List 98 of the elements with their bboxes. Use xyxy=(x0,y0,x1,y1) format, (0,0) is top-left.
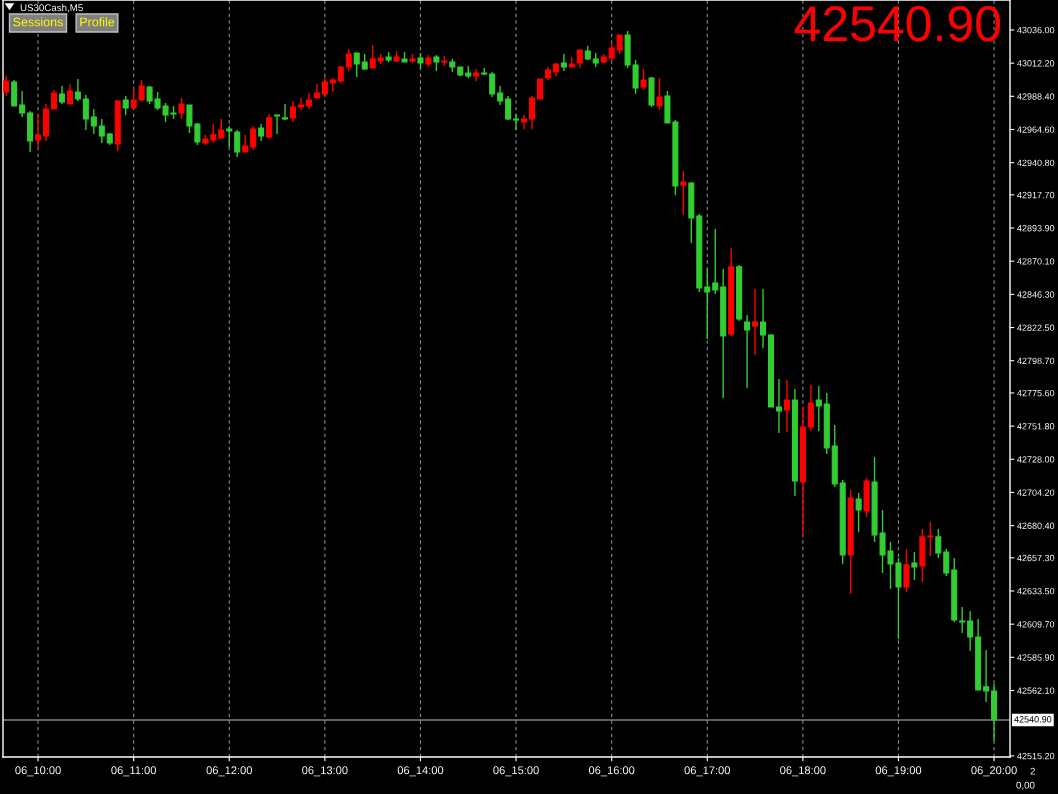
x-tick-label: 06_12:00 xyxy=(206,766,252,777)
candlestick xyxy=(274,114,281,135)
candlestick xyxy=(82,94,89,131)
candlestick xyxy=(3,75,10,97)
candlestick xyxy=(855,492,862,533)
candlestick xyxy=(935,528,942,559)
candlestick xyxy=(289,100,297,123)
candlestick xyxy=(329,77,336,93)
candlestick xyxy=(321,76,328,98)
candlestick xyxy=(775,378,782,434)
y-tick-label: 42846.30 xyxy=(1017,291,1055,298)
candlestick xyxy=(560,53,567,72)
candlestick xyxy=(226,125,233,148)
candlestick xyxy=(178,97,185,120)
candlestick xyxy=(903,548,910,593)
candlestick xyxy=(513,113,520,131)
y-tick-label: 42562.10 xyxy=(1017,687,1055,694)
candlestick xyxy=(98,118,105,144)
candlestick xyxy=(50,89,58,110)
candlestick xyxy=(656,77,663,111)
y-tick-label: 42775.60 xyxy=(1017,389,1055,397)
candlestick xyxy=(608,42,615,62)
candlestick xyxy=(927,521,934,557)
y-tick-label: 42728.00 xyxy=(1017,456,1055,463)
candlestick xyxy=(959,606,966,634)
candlestick xyxy=(66,83,73,105)
candlestick xyxy=(489,71,496,98)
y-tick-label: 42893.90 xyxy=(1017,225,1055,232)
text: 0,00 xyxy=(1016,781,1035,790)
candlestick xyxy=(250,125,257,151)
candlestick xyxy=(744,314,751,389)
candlestick xyxy=(497,85,504,106)
x-tick-label: 06_11:00 xyxy=(111,766,156,777)
y-tick-label: 42940.80 xyxy=(1017,159,1055,167)
annotation: 42540.90 xyxy=(794,6,1001,42)
candlestick xyxy=(911,551,918,581)
candlestick xyxy=(281,103,289,121)
candlestick xyxy=(783,379,790,433)
y-tick-label: 42751.80 xyxy=(1017,423,1055,430)
candlestick xyxy=(640,68,647,91)
x-tick-label: 06_16:00 xyxy=(588,766,635,777)
candlestick xyxy=(345,48,352,72)
candlestick xyxy=(122,95,129,116)
y-tick-label: 42657.30 xyxy=(1017,554,1055,562)
candlestick xyxy=(616,34,623,55)
ref-line-label: 42540.90 xyxy=(1014,716,1052,723)
candlestick xyxy=(752,288,759,356)
candlestick xyxy=(680,170,687,216)
y-tick-label: 42798.70 xyxy=(1017,357,1055,365)
y-tick-label: 43036.00 xyxy=(1017,26,1055,34)
y-tick-label: 42680.40 xyxy=(1017,522,1055,529)
x-tick-label: 06_13:00 xyxy=(302,766,348,777)
x-tick-label: 06_20:00 xyxy=(971,766,1017,777)
text: 2 xyxy=(1030,767,1035,775)
y-tick-label: 42585.90 xyxy=(1017,654,1055,661)
annotation: Sessions xyxy=(13,17,63,27)
x-tick-label: 06_17:00 xyxy=(684,766,730,777)
y-tick-label: 42704.20 xyxy=(1017,489,1055,496)
candlestick xyxy=(536,78,543,100)
candlestick xyxy=(943,548,950,577)
candlestick xyxy=(74,78,81,102)
x-tick-label: 06_19:00 xyxy=(875,766,922,777)
y-tick-label: 42822.50 xyxy=(1017,324,1055,331)
candlestick xyxy=(90,108,97,135)
y-tick-label: 42988.40 xyxy=(1017,93,1055,100)
x-tick-label: 06_10:00 xyxy=(15,766,61,777)
candlestick xyxy=(807,384,814,432)
y-tick-label: 42917.70 xyxy=(1017,191,1055,199)
x-tick-label: 06_14:00 xyxy=(397,766,444,777)
y-tick-label: 42633.50 xyxy=(1017,587,1055,595)
candlestick xyxy=(130,88,137,109)
candlestick xyxy=(528,95,536,130)
y-tick-label: 42609.70 xyxy=(1017,621,1055,628)
y-tick-label: 42870.10 xyxy=(1017,258,1055,265)
candlestick xyxy=(353,52,360,78)
y-tick-label: 43012.20 xyxy=(1017,60,1055,67)
candlestick xyxy=(266,113,273,140)
candlestick xyxy=(760,288,767,349)
candlestick xyxy=(521,114,528,130)
candlestick xyxy=(369,44,376,69)
candlestick xyxy=(218,118,225,139)
candlestick xyxy=(19,90,26,118)
annotation: Profile xyxy=(80,17,115,27)
candlestick xyxy=(210,123,217,144)
candlestick xyxy=(35,113,42,148)
candlestick xyxy=(712,228,719,295)
candlestick xyxy=(967,610,974,652)
candlestick xyxy=(704,268,711,340)
y-tick-label: 42964.60 xyxy=(1017,126,1055,133)
candlestick xyxy=(297,97,304,111)
y-tick-label: 42515.20 xyxy=(1017,752,1055,760)
x-tick-label: 06_15:00 xyxy=(493,766,539,777)
candlestick xyxy=(11,79,18,107)
candlestick xyxy=(983,649,990,703)
chart-title: US30Cash,M5 xyxy=(20,4,83,13)
candlestick xyxy=(234,129,241,158)
x-tick-label: 06_18:00 xyxy=(780,766,826,777)
candlestick xyxy=(815,385,822,432)
